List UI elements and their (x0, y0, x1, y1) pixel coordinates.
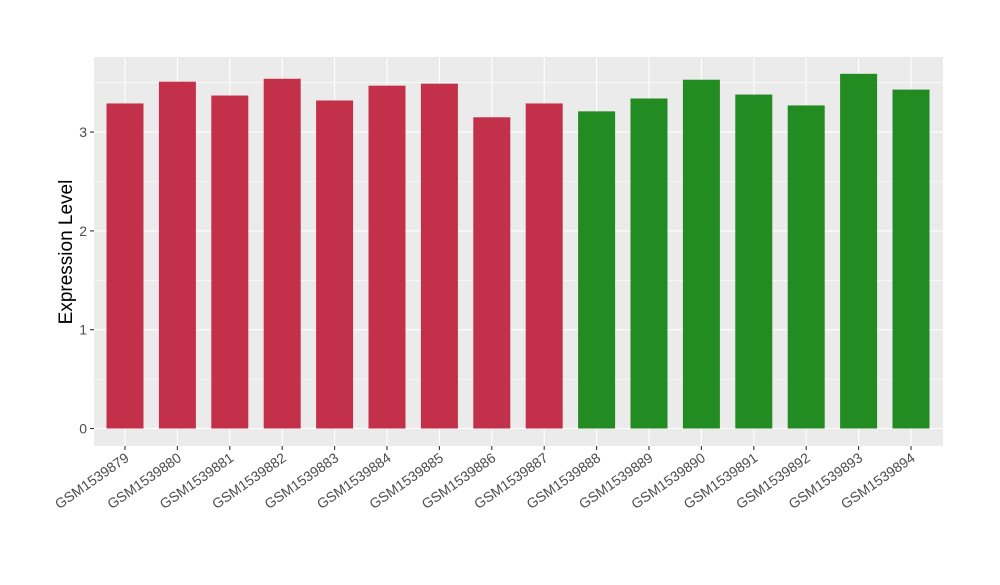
bar-GSM1539884 (368, 85, 406, 429)
bar-GSM1539883 (316, 100, 354, 429)
bar-GSM1539893 (840, 73, 878, 429)
bar-GSM1539889 (630, 98, 668, 429)
bar-GSM1539894 (892, 89, 930, 429)
y-axis: 0 1 2 3 (79, 124, 94, 437)
bar-GSM1539891 (735, 94, 773, 429)
bar-GSM1539881 (211, 95, 249, 429)
x-axis: GSM1539879GSM1539880GSM1539881GSM1539882… (52, 446, 918, 512)
y-tick-label: 3 (79, 124, 87, 140)
bars (106, 73, 930, 429)
y-axis-label: Expression Level (56, 180, 77, 325)
bar-GSM1539890 (682, 79, 720, 429)
bar-GSM1539888 (578, 111, 616, 429)
bar-GSM1539885 (420, 83, 458, 429)
y-tick-label: 1 (79, 322, 87, 338)
y-tick-label: 0 (79, 421, 87, 437)
bar-GSM1539892 (787, 105, 825, 429)
y-tick-label: 2 (79, 223, 87, 239)
bar-GSM1539879 (106, 103, 144, 429)
bar-GSM1539887 (525, 103, 563, 429)
bar-GSM1539880 (158, 81, 196, 429)
bar-GSM1539886 (473, 117, 511, 429)
bar-GSM1539882 (263, 78, 301, 429)
